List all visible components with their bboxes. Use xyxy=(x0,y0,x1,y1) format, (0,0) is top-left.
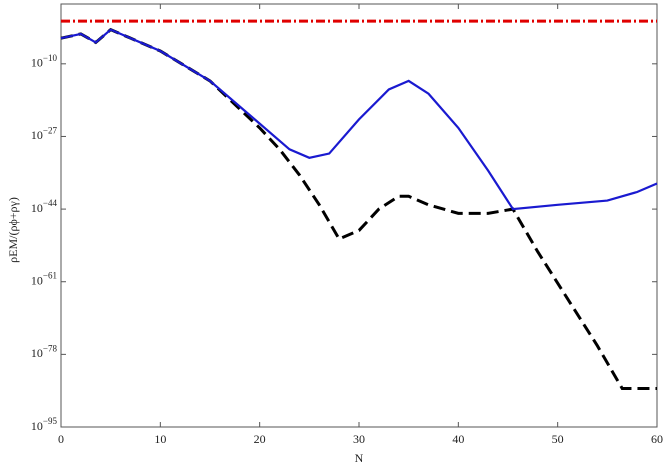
y-tick-label: 10−10 xyxy=(31,53,58,70)
x-tick-label: 20 xyxy=(254,432,266,446)
series-line xyxy=(60,27,657,391)
x-tick-label: 10 xyxy=(154,432,166,446)
y-tick-label: 10−27 xyxy=(31,126,58,143)
x-tick-label: 50 xyxy=(552,432,564,446)
y-axis-label: ρEM/(ρϕ+ργ) xyxy=(6,197,20,263)
y-tick-label: 10−95 xyxy=(31,416,58,433)
x-tick-label: 60 xyxy=(651,432,663,446)
x-axis-label: N xyxy=(355,451,364,465)
x-tick-label: 30 xyxy=(353,432,365,446)
plot-frame xyxy=(60,3,658,428)
x-tick-label: 40 xyxy=(452,432,464,446)
series-line xyxy=(60,28,658,211)
y-tick-label: 10−44 xyxy=(31,198,58,215)
y-tick-label: 10−78 xyxy=(31,343,58,360)
y-tick-label: 10−61 xyxy=(31,271,57,288)
x-tick-label: 0 xyxy=(58,432,64,446)
